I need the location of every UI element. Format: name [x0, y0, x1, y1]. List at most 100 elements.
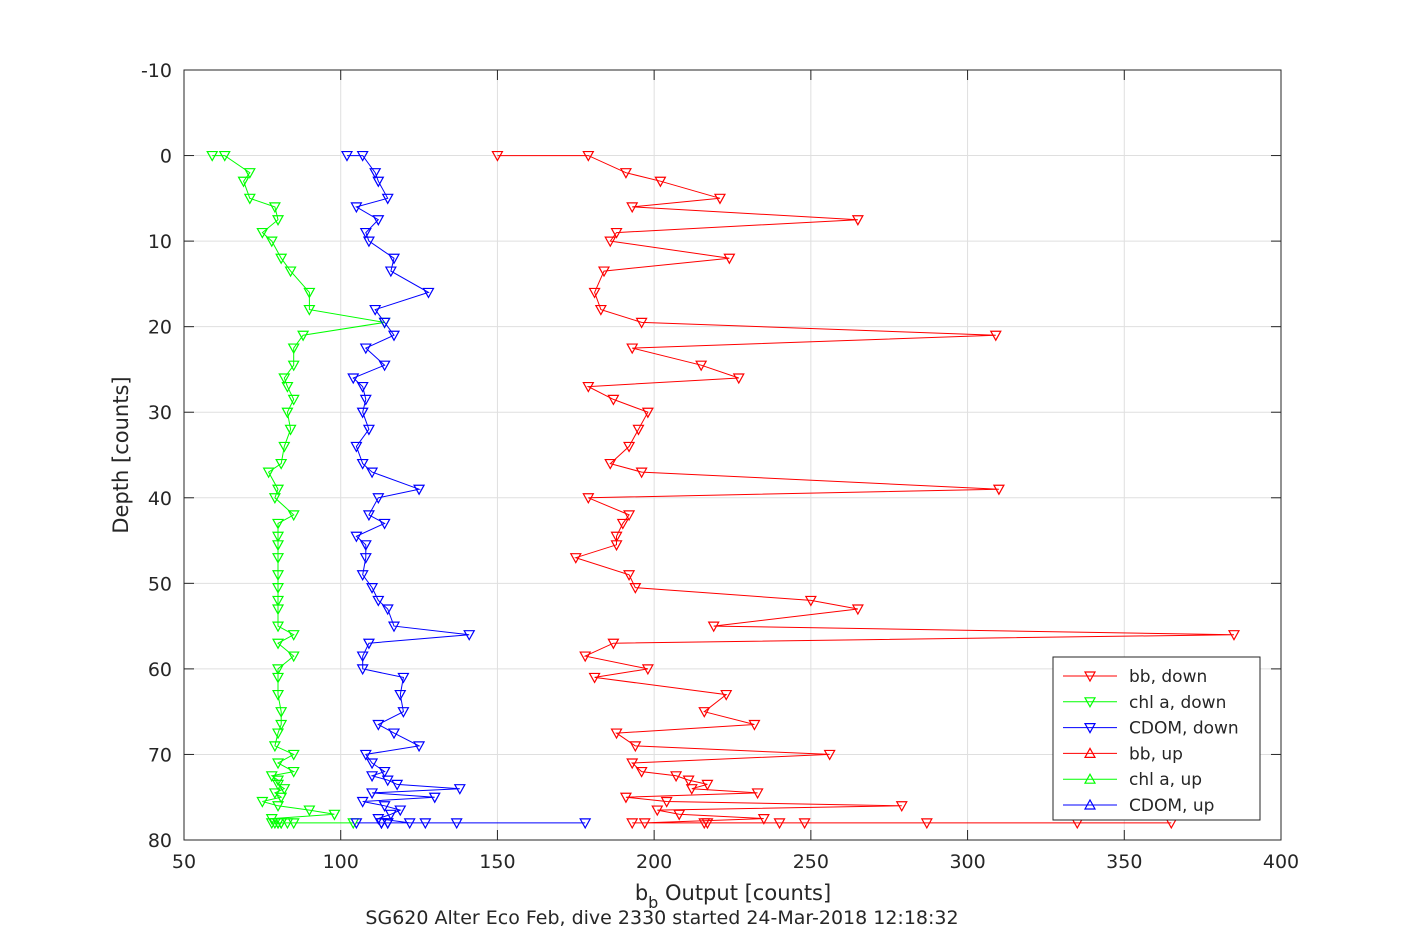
- data-point-bb-down: [582, 381, 595, 393]
- data-point-chl-a-down: [265, 818, 278, 830]
- data-point-cdom-down: [372, 493, 385, 505]
- data-point-bb-down: [823, 749, 836, 761]
- data-point-cdom-down: [394, 689, 407, 701]
- legend-box: [1052, 656, 1261, 821]
- data-point-chl-a-down: [275, 719, 288, 731]
- data-point-cdom-down: [381, 818, 394, 830]
- data-point-cdom-down: [369, 168, 382, 179]
- data-point-bb-down: [707, 621, 720, 633]
- data-point-cdom-down: [356, 381, 369, 393]
- data-point-cdom-down: [391, 779, 404, 791]
- data-point-chl-a-down: [272, 689, 285, 701]
- data-point-cdom-down: [350, 202, 363, 214]
- legend-label: chl a, down: [1129, 693, 1226, 713]
- data-point-bb-down: [607, 394, 620, 406]
- data-point-chl-a-down: [287, 394, 300, 406]
- data-point-cdom-down: [359, 540, 372, 552]
- data-point-bb-down: [588, 672, 601, 684]
- data-point-chl-a-down: [272, 518, 285, 530]
- legend-marker: [1083, 798, 1097, 810]
- legend-entry-bb-down: bb, down: [1063, 667, 1207, 687]
- legend-marker: [1083, 671, 1097, 683]
- data-point-cdom-down: [372, 595, 385, 607]
- data-point-chl-a-down: [287, 651, 300, 663]
- axes-box: [183, 69, 1282, 841]
- legend-label: bb, up: [1129, 744, 1183, 764]
- legend-label: CDOM, down: [1129, 719, 1239, 739]
- data-point-cdom-down: [384, 809, 397, 821]
- y-tick-label: 10: [148, 231, 172, 253]
- data-point-chl-a-down: [262, 467, 275, 479]
- data-point-bb-down: [698, 818, 711, 830]
- y-axis-label: Depth [counts]: [109, 376, 133, 533]
- legend-entry-cdom-down: CDOM, down: [1063, 719, 1239, 739]
- y-tick-label: 70: [148, 744, 172, 766]
- data-point-cdom-down: [378, 518, 391, 530]
- data-point-bb-down: [651, 805, 664, 817]
- data-point-cdom-down: [366, 583, 379, 594]
- data-point-cdom-down: [403, 818, 416, 830]
- data-point-bb-down: [641, 664, 654, 676]
- data-point-cdom-down: [579, 818, 592, 830]
- series-line-bb-down: [497, 155, 1235, 824]
- data-point-cdom-down: [356, 796, 369, 808]
- data-point-bb-down: [635, 766, 648, 778]
- data-point-cdom-down: [387, 330, 401, 342]
- data-point-cdom-down: [397, 672, 410, 684]
- data-point-chl-a-down: [284, 266, 297, 278]
- data-point-cdom-down: [384, 266, 397, 278]
- data-point-chl-a-down: [206, 150, 219, 162]
- data-point-cdom-down: [372, 176, 385, 188]
- data-point-chl-a-down: [281, 407, 294, 419]
- data-point-cdom-down: [369, 304, 382, 316]
- data-point-chl-a-down: [265, 236, 278, 248]
- x-tick-label: 200: [636, 851, 672, 873]
- legend-entry-chl-a-down: chl a, down: [1063, 693, 1226, 713]
- data-point-chl-a-down: [275, 818, 288, 830]
- data-point-cdom-down: [350, 441, 363, 453]
- data-point-chl-a-down: [256, 227, 269, 239]
- data-point-cdom-down: [366, 758, 379, 770]
- x-tick-label: 350: [1106, 851, 1142, 873]
- data-point-cdom-down: [366, 771, 379, 783]
- data-point-bb-down: [632, 424, 645, 436]
- data-point-bb-down: [685, 784, 698, 795]
- data-point-bb-down: [569, 553, 582, 564]
- data-point-bb-down: [607, 638, 620, 650]
- legend-label: bb, down: [1129, 667, 1207, 687]
- data-point-bb-down: [751, 788, 764, 800]
- data-point-chl-a-down: [287, 749, 300, 761]
- data-point-chl-a-down: [272, 801, 285, 813]
- data-point-cdom-down: [359, 394, 372, 406]
- data-point-chl-a-down: [275, 707, 288, 718]
- legend-marker: [1083, 772, 1097, 784]
- data-point-bb-down: [623, 510, 636, 522]
- data-point-bb-down: [616, 518, 629, 530]
- data-point-chl-a-down: [284, 424, 297, 436]
- y-tick-label: -10: [141, 60, 172, 82]
- data-point-chl-a-down: [272, 531, 285, 543]
- data-point-chl-a-down: [272, 583, 285, 594]
- data-point-chl-a-down: [237, 176, 250, 188]
- data-point-cdom-down: [453, 784, 466, 795]
- data-point-cdom-down: [356, 458, 369, 470]
- data-point-chl-a-down: [278, 441, 291, 453]
- data-point-bb-down: [641, 407, 654, 419]
- data-point-chl-a-down: [272, 484, 285, 496]
- data-point-chl-a-down: [272, 758, 285, 770]
- y-tick-label: 0: [160, 146, 172, 168]
- data-point-cdom-down: [428, 792, 441, 804]
- data-point-bb-down: [989, 330, 1002, 342]
- data-point-bb-down: [748, 719, 761, 731]
- data-point-bb-down: [594, 304, 607, 316]
- data-point-chl-a-down: [272, 728, 285, 740]
- data-point-cdom-down: [359, 343, 372, 355]
- data-point-bb-down: [773, 818, 786, 830]
- data-point-chl-a-down: [272, 553, 285, 564]
- data-point-cdom-down: [378, 801, 391, 813]
- x-axis-ticks: 50 100 150 200 250 300 350 400: [172, 70, 1299, 873]
- data-point-cdom-down: [387, 728, 401, 740]
- series-cdom-down: [340, 150, 592, 830]
- series-layer: [206, 150, 1241, 830]
- data-point-cdom-down: [356, 651, 369, 663]
